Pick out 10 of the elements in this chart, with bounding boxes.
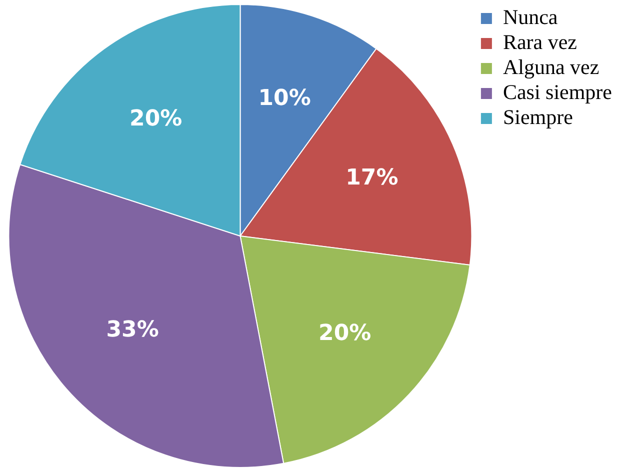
legend-label: Alguna vez <box>502 55 600 80</box>
legend-label: Nunca <box>502 5 558 30</box>
data-label: 20% <box>318 320 372 346</box>
legend-label: Casi siempre <box>502 80 612 104</box>
legend-label: Siempre <box>502 105 573 130</box>
data-label: 10% <box>258 86 311 112</box>
legend-label: Rara vez <box>502 30 577 54</box>
data-label: 33% <box>106 318 159 343</box>
data-label: 17% <box>346 166 398 191</box>
data-label: 20% <box>130 106 182 132</box>
